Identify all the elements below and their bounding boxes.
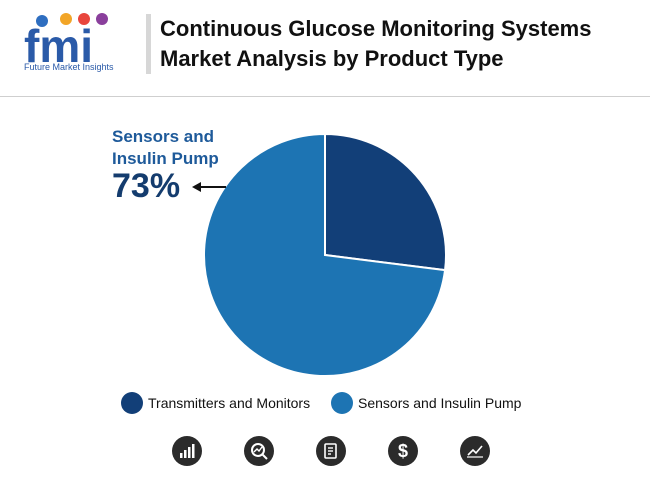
- legend-swatch-transmitters: [121, 392, 143, 414]
- pie-slice-transmitters-and-monitors: [324, 132, 447, 272]
- trend-chart-icon: [460, 436, 490, 466]
- page-title: Continuous Glucose Monitoring Systems Ma…: [160, 14, 640, 74]
- fmi-logo: fmi: [24, 13, 108, 72]
- callout-label: Sensors and Insulin Pump: [112, 127, 219, 168]
- logo-subtitle: Future Market Insights: [24, 62, 114, 72]
- bar-chart-icon: [172, 436, 202, 466]
- legend: Transmitters and Monitors Sensors and In…: [0, 390, 650, 416]
- logo-icon-dots: [36, 13, 108, 27]
- document-icon: [316, 436, 346, 466]
- magnifier-chart-icon: [244, 436, 274, 466]
- legend-swatch-sensors: [331, 392, 353, 414]
- callout-value: 73%: [112, 167, 181, 205]
- legend-label-transmitters: Transmitters and Monitors: [148, 395, 311, 411]
- title-line-1: Continuous Glucose Monitoring Systems: [160, 16, 592, 41]
- title-accent-bar: [146, 14, 151, 74]
- callout-arrow: [192, 182, 226, 192]
- pie-slice-sensors-and-insulin-pump: [203, 132, 447, 377]
- legend-item-transmitters: Transmitters and Monitors: [121, 390, 310, 416]
- logo-text: fmi: [24, 20, 93, 72]
- footer-icons: $: [0, 436, 650, 470]
- pie-slices: [203, 132, 447, 377]
- dollar-icon: $: [388, 436, 418, 466]
- legend-item-sensors: Sensors and Insulin Pump: [331, 390, 521, 416]
- header: fmi Future Market Insights Continuous Gl…: [0, 0, 650, 96]
- legend-label-sensors: Sensors and Insulin Pump: [358, 395, 522, 411]
- svg-text:$: $: [398, 441, 408, 461]
- header-divider: [0, 96, 650, 97]
- title-line-2: Market Analysis by Product Type: [160, 46, 504, 71]
